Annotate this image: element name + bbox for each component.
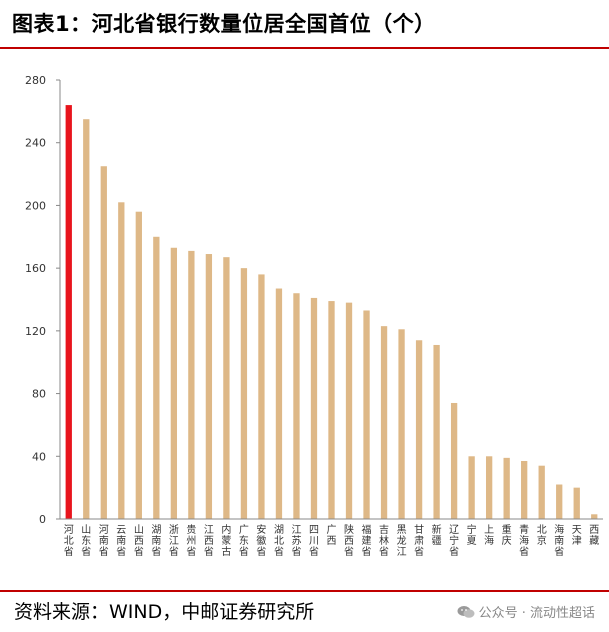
x-tick-label: 河北省 bbox=[64, 524, 74, 558]
x-tick-label: 湖北省 bbox=[274, 524, 284, 558]
y-tick-label: 160 bbox=[25, 262, 46, 275]
x-tick-label: 内蒙古 bbox=[221, 523, 231, 558]
bar-河南省 bbox=[100, 166, 107, 519]
x-tick-label: 河南省 bbox=[99, 524, 109, 558]
bar-辽宁省 bbox=[450, 402, 458, 519]
bar-广东省 bbox=[240, 268, 248, 519]
x-tick-label: 四川省 bbox=[309, 525, 319, 558]
bar-天津 bbox=[573, 487, 580, 519]
bar-重庆 bbox=[503, 457, 510, 519]
bar-海南省 bbox=[556, 484, 563, 519]
y-tick-label: 120 bbox=[25, 325, 46, 338]
wechat-icon bbox=[457, 605, 475, 618]
y-tick-label: 240 bbox=[25, 137, 46, 150]
x-tick-label: 云南省 bbox=[116, 525, 126, 558]
y-axis: 0 40 80 120 160 200 240 280 bbox=[25, 74, 61, 526]
y-tick-label: 40 bbox=[32, 450, 46, 463]
x-axis: 河北省山东省河南省云南省山西省湖南省浙江省贵州省江西省内蒙古广东省安徽省湖北省江… bbox=[60, 518, 603, 558]
x-tick-label: 陕西省 bbox=[344, 523, 354, 558]
x-tick-label: 山西省 bbox=[134, 524, 144, 558]
bar-山西省 bbox=[135, 211, 142, 519]
x-tick-label: 贵州省 bbox=[186, 523, 196, 558]
x-tick-label: 山东省 bbox=[81, 524, 91, 558]
bar-甘肃省 bbox=[415, 340, 423, 519]
bar-湖南省 bbox=[153, 236, 160, 520]
bar-福建省 bbox=[363, 310, 370, 519]
x-tick-label: 青海省 bbox=[519, 523, 529, 558]
y-tick-label: 200 bbox=[25, 199, 46, 212]
bar-河北省 bbox=[65, 105, 72, 519]
bar-北京 bbox=[538, 465, 545, 519]
bar-安徽省 bbox=[258, 274, 265, 519]
x-tick-label: 北京 bbox=[537, 524, 547, 547]
watermark: 公众号 · 流动性超话 bbox=[457, 602, 595, 621]
bar-青海省 bbox=[521, 460, 528, 519]
x-tick-label: 吉林省 bbox=[379, 524, 389, 558]
bar-四川省 bbox=[310, 297, 318, 519]
bar-江西省 bbox=[205, 254, 213, 519]
bar-上海 bbox=[485, 456, 493, 519]
y-tick-label: 80 bbox=[32, 388, 46, 401]
bar-陕西省 bbox=[345, 302, 353, 519]
bar-江苏省 bbox=[293, 293, 300, 519]
x-tick-label: 辽宁省 bbox=[449, 524, 459, 558]
watermark-text: 公众号 · 流动性超话 bbox=[478, 606, 595, 621]
x-tick-label: 宁夏 bbox=[467, 523, 477, 547]
x-tick-label: 浙江省 bbox=[169, 524, 179, 558]
source-note: 资料来源：WIND，中邮证券研究所 bbox=[14, 601, 315, 623]
x-tick-label: 甘肃省 bbox=[414, 523, 424, 558]
bar-吉林省 bbox=[380, 326, 388, 519]
bar-山东省 bbox=[83, 119, 90, 520]
bar-内蒙古 bbox=[223, 257, 230, 519]
bar-贵州省 bbox=[188, 250, 195, 519]
bar-云南省 bbox=[118, 202, 125, 520]
x-tick-label: 广东省 bbox=[239, 524, 249, 558]
x-tick-label: 天津 bbox=[572, 525, 582, 547]
bottom-rule bbox=[0, 590, 609, 592]
x-tick-label: 西藏 bbox=[589, 525, 599, 547]
bar-黑龙江 bbox=[398, 329, 405, 519]
x-tick-label: 新疆 bbox=[432, 523, 442, 547]
x-tick-label: 福建省 bbox=[362, 523, 372, 558]
top-rule bbox=[0, 47, 609, 49]
bar-浙江省 bbox=[170, 247, 178, 519]
bar-广西 bbox=[328, 301, 335, 519]
y-tick-label: 280 bbox=[25, 74, 46, 87]
y-tick-label: 0 bbox=[39, 513, 46, 526]
bars bbox=[65, 105, 598, 520]
x-tick-label: 安徽省 bbox=[256, 523, 266, 558]
bar-西藏 bbox=[591, 514, 598, 519]
x-tick-label: 湖南省 bbox=[151, 524, 161, 558]
x-tick-label: 江苏省 bbox=[291, 524, 301, 558]
x-tick-label: 江西省 bbox=[204, 524, 214, 558]
chart-title: 图表1：河北省银行数量位居全国首位（个） bbox=[12, 12, 436, 36]
x-tick-label: 黑龙江 bbox=[397, 524, 407, 558]
bar-湖北省 bbox=[275, 288, 283, 519]
x-tick-label: 广西 bbox=[327, 524, 337, 547]
bar-chart: 0 40 80 120 160 200 240 280 河北省山东省河南省云南省山西省湖南省浙… bbox=[25, 74, 603, 558]
bar-宁夏 bbox=[468, 456, 475, 519]
x-tick-label: 上海 bbox=[484, 524, 494, 547]
x-tick-label: 海南省 bbox=[554, 523, 564, 558]
x-tick-label: 重庆 bbox=[502, 523, 512, 547]
bar-新疆 bbox=[433, 344, 440, 519]
